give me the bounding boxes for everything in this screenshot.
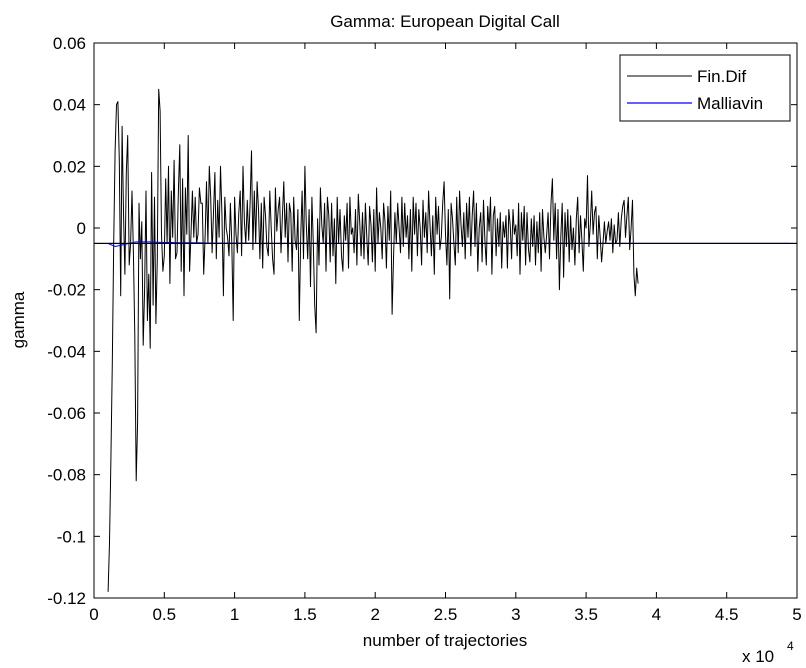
x-multiplier-label: x 10 xyxy=(742,647,774,666)
x-tick-label: 0.5 xyxy=(152,605,176,624)
y-tick-label: -0.04 xyxy=(47,342,86,361)
series-line-fin-dif xyxy=(107,88,639,592)
x-tick-label: 0 xyxy=(89,605,98,624)
x-tick-label: 5 xyxy=(792,605,801,624)
y-tick-labels: -0.12 -0.1 -0.08 -0.06 -0.04 -0.02 0 0.02 0.04 0.… xyxy=(47,34,86,608)
x-tick-label: 2.5 xyxy=(434,605,458,624)
y-axis-title: gamma xyxy=(9,291,28,348)
legend-label-fin-dif: Fin.Dif xyxy=(697,67,746,86)
x-tick-label: 2 xyxy=(370,605,379,624)
x-tick-label: 3.5 xyxy=(574,605,598,624)
series-layer xyxy=(94,88,797,592)
y-tick-label: 0.04 xyxy=(53,96,86,115)
y-tick-label: 0 xyxy=(77,219,86,238)
x-tick-label: 1 xyxy=(230,605,239,624)
y-tick-label: 0.02 xyxy=(53,157,86,176)
tick-layer xyxy=(93,42,798,599)
x-tick-labels: 0 0.5 1 1.5 2 2.5 3 3.5 4 4.5 5 xyxy=(89,605,801,624)
chart-title: Gamma: European Digital Call xyxy=(330,12,560,31)
y-tick-label: -0.06 xyxy=(47,404,86,423)
y-tick-label: -0.12 xyxy=(47,589,86,608)
legend-label-malliavin: Malliavin xyxy=(697,94,763,113)
x-axis-multiplier: x 10 4 xyxy=(742,639,794,666)
x-tick-label: 1.5 xyxy=(293,605,317,624)
legend: Fin.Dif Malliavin xyxy=(619,54,791,122)
y-tick-label: -0.08 xyxy=(47,466,86,485)
x-tick-label: 3 xyxy=(511,605,520,624)
plot-area xyxy=(93,42,798,599)
x-multiplier-exponent: 4 xyxy=(787,639,794,653)
y-tick-label: -0.02 xyxy=(47,281,86,300)
axes-box xyxy=(93,42,798,599)
x-axis-title: number of trajectories xyxy=(363,631,527,650)
x-tick-label: 4 xyxy=(652,605,661,624)
y-tick-label: -0.1 xyxy=(57,527,86,546)
y-tick-label: 0.06 xyxy=(53,34,86,53)
legend-box xyxy=(619,54,791,122)
x-tick-label: 4.5 xyxy=(715,605,739,624)
